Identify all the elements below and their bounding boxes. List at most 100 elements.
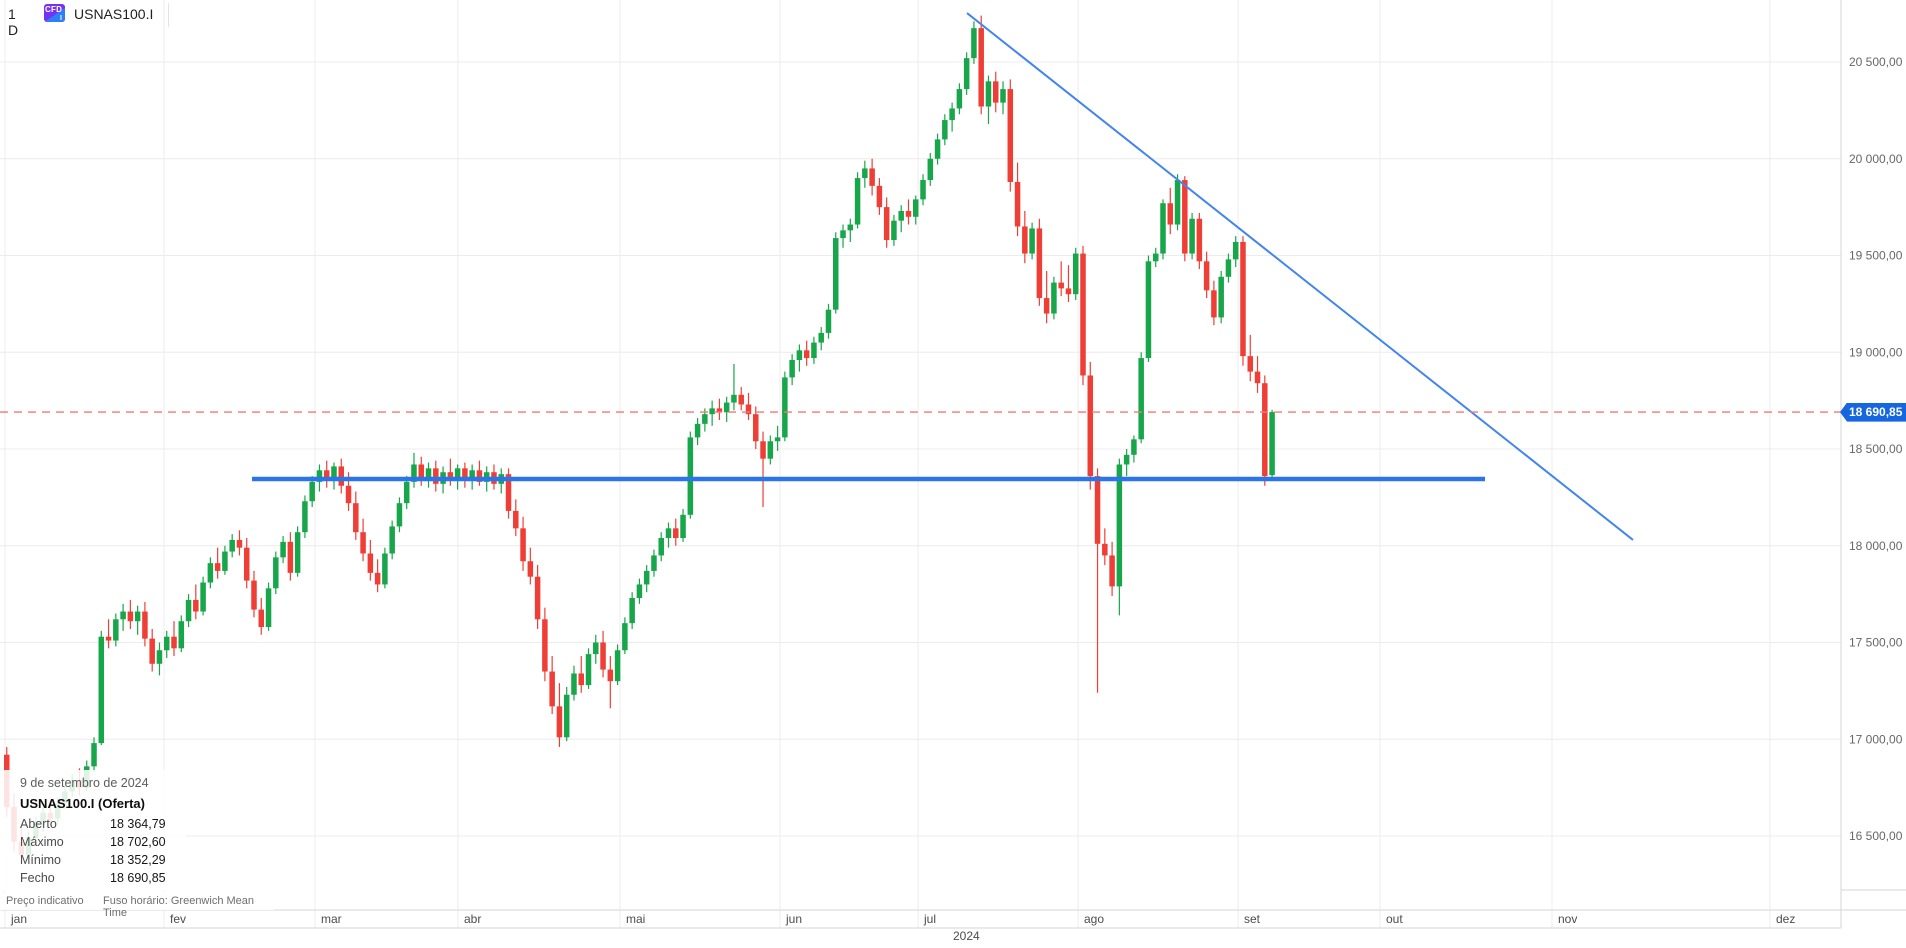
candle-body [571, 673, 577, 695]
y-axis-label: 18 500,00 [1849, 442, 1903, 456]
candle-body [462, 468, 468, 479]
candle-body [811, 342, 817, 359]
candle-body [1014, 181, 1021, 227]
candle-body [643, 570, 650, 585]
candle-body [629, 597, 635, 624]
y-axis-label: 17 000,00 [1849, 732, 1903, 746]
y-axis-label: 18 000,00 [1849, 539, 1903, 553]
candle-body [716, 408, 723, 413]
cfd-icon-text: CFD [45, 5, 63, 14]
year-label: 2024 [953, 929, 980, 943]
candle-body [534, 576, 541, 620]
candle-body [389, 526, 395, 554]
candle-body [593, 642, 599, 655]
candle-body [847, 224, 854, 231]
candle-body [927, 158, 934, 181]
candle-body [156, 650, 163, 664]
candle-body [1240, 241, 1246, 357]
candle-body [745, 404, 752, 415]
candle-body [1254, 371, 1261, 384]
low-value: 18 352,29 [110, 853, 166, 867]
candle-body [236, 539, 243, 548]
timeframe-label[interactable]: 1 D [8, 6, 20, 38]
candle-body [265, 588, 272, 628]
candle-body [1102, 543, 1108, 556]
indicative-price-label: Preço indicativo [6, 895, 84, 907]
candle-body [418, 464, 425, 479]
close-label: Fecho [20, 871, 55, 885]
x-axis-label: ago [1084, 912, 1104, 926]
candle-body [1022, 226, 1028, 254]
candle-body [105, 636, 112, 641]
candle-body [978, 28, 984, 107]
candle-body [869, 168, 875, 186]
candle-body [774, 437, 781, 442]
y-axis-label: 20 500,00 [1849, 55, 1903, 69]
candle-body [1080, 253, 1086, 376]
trend-line[interactable] [966, 12, 1634, 541]
y-axis-label: 16 500,00 [1849, 829, 1903, 843]
candle-body [1087, 375, 1094, 477]
candle-body [353, 503, 359, 533]
candle-body [920, 180, 926, 200]
candle-body [702, 414, 708, 424]
candle-body [891, 220, 897, 241]
candle-body [1152, 253, 1159, 262]
candle-body [622, 623, 628, 651]
candle-body [694, 423, 701, 438]
candle-body [1269, 412, 1275, 476]
y-axis-label: 20 000,00 [1849, 152, 1903, 166]
candle-body [782, 377, 788, 438]
candle-body [913, 199, 919, 217]
candle-body [1000, 89, 1006, 103]
candle-body [251, 580, 257, 610]
candle-body [185, 599, 192, 622]
candle-body [425, 468, 432, 479]
candle-body [934, 139, 941, 159]
low-label: Mínimo [20, 853, 61, 867]
x-axis-label: dez [1776, 912, 1795, 926]
candle-body [396, 503, 403, 527]
candle-body [556, 706, 563, 738]
candle-body [1131, 439, 1137, 455]
candle-body [1167, 203, 1174, 225]
y-axis-label: 17 500,00 [1849, 636, 1903, 650]
cfd-instrument-icon: CFD I [44, 4, 65, 22]
candle-body [992, 81, 999, 103]
candle-body [280, 541, 286, 558]
candle-body [171, 636, 177, 649]
candle-body [367, 553, 374, 573]
candle-body [636, 584, 643, 598]
candle-body [1109, 555, 1115, 587]
candle-body [243, 547, 250, 581]
candle-body [854, 178, 861, 225]
candle-body [956, 89, 963, 109]
candle-body [1058, 282, 1064, 289]
candle-body [454, 468, 461, 480]
candle-body [651, 555, 657, 571]
candle-body [789, 359, 795, 378]
candle-body [876, 185, 883, 208]
candle-body [1203, 261, 1210, 291]
x-axis-label: mar [321, 912, 342, 926]
candle-body [382, 553, 388, 585]
candle-body [1145, 261, 1152, 359]
candle-body [1007, 89, 1014, 182]
candle-body [614, 650, 621, 682]
candle-body [760, 441, 766, 459]
instrument-symbol[interactable]: USNAS100.I [74, 6, 154, 22]
candles [4, 15, 1275, 864]
candle-body [1211, 290, 1217, 318]
candle-body [883, 207, 890, 241]
cfd-icon-i: I [60, 15, 62, 22]
candle-body [127, 611, 134, 622]
cfd-icon-triangle [44, 8, 65, 22]
candle-body [98, 636, 105, 744]
candle-body [942, 120, 948, 140]
candle-body [200, 582, 206, 612]
open-value: 18 364,79 [110, 817, 166, 831]
candle-body [163, 636, 170, 651]
